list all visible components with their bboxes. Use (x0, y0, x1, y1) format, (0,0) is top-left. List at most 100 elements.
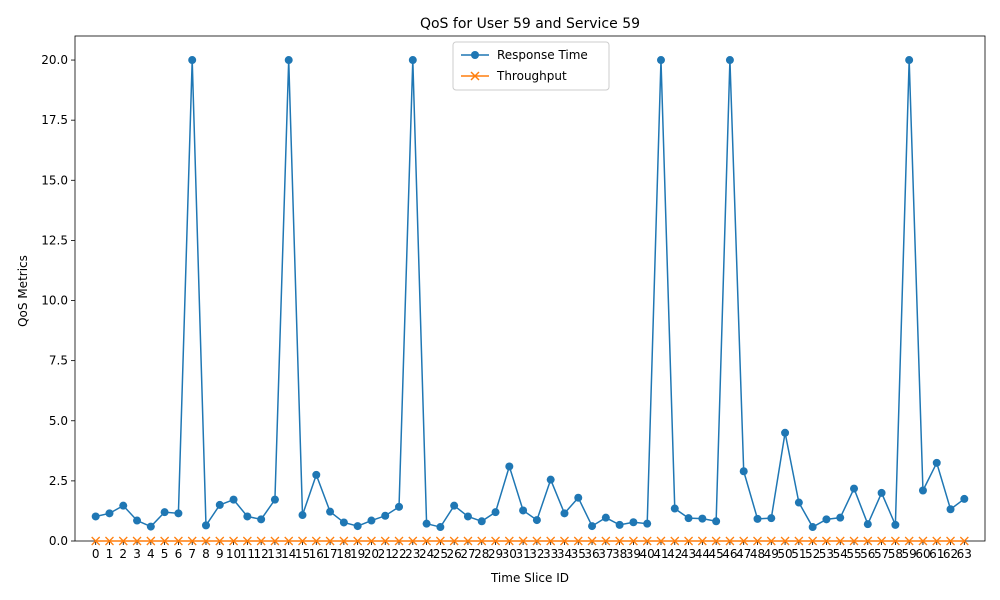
data-point-throughput (849, 536, 859, 546)
data-point-response-time (560, 509, 569, 518)
data-point-response-time (656, 56, 665, 65)
data-point-response-time (284, 56, 293, 65)
data-point-response-time (450, 501, 459, 510)
data-point-response-time (381, 511, 390, 520)
data-point-response-time (133, 516, 142, 525)
data-point-response-time (670, 504, 679, 513)
data-point-response-time (643, 519, 652, 528)
x-tick-label: 10 (226, 547, 241, 561)
data-point-throughput (697, 536, 707, 546)
data-point-throughput (270, 536, 280, 546)
x-tick-label: 58 (888, 547, 903, 561)
x-tick-label: 0 (92, 547, 100, 561)
x-axis-label: Time Slice ID (490, 571, 569, 585)
data-point-response-time (201, 521, 210, 530)
data-point-response-time (160, 508, 169, 517)
data-point-response-time (739, 467, 748, 476)
x-tick-label: 1 (106, 547, 114, 561)
x-tick-label: 34 (557, 547, 572, 561)
x-tick-label: 45 (708, 547, 723, 561)
data-point-throughput (311, 536, 321, 546)
x-tick-label: 31 (515, 547, 530, 561)
data-point-response-time (905, 56, 914, 65)
data-point-response-time (408, 56, 417, 65)
legend-throughput-marker (470, 71, 480, 81)
y-tick-label: 17.5 (41, 113, 68, 127)
data-point-response-time (588, 522, 597, 531)
x-tick-label: 30 (502, 547, 517, 561)
data-point-throughput (477, 536, 487, 546)
data-point-throughput (932, 536, 942, 546)
data-point-response-time (174, 509, 183, 518)
data-point-throughput (821, 536, 831, 546)
x-tick-label: 15 (295, 547, 310, 561)
x-tick-label: 25 (433, 547, 448, 561)
data-point-response-time (353, 522, 362, 531)
data-point-throughput (132, 536, 142, 546)
data-point-throughput (766, 536, 776, 546)
data-point-throughput (366, 536, 376, 546)
data-point-throughput (380, 536, 390, 546)
data-point-throughput (546, 536, 556, 546)
data-point-response-time (767, 514, 776, 523)
data-point-response-time (436, 523, 445, 532)
x-tick-label: 49 (764, 547, 779, 561)
data-point-response-time (601, 513, 610, 522)
x-tick-label: 9 (216, 547, 224, 561)
data-point-throughput (394, 536, 404, 546)
data-point-throughput (670, 536, 680, 546)
data-point-throughput (504, 536, 514, 546)
data-point-throughput (573, 536, 583, 546)
data-point-response-time (960, 494, 969, 503)
x-tick-label: 7 (188, 547, 196, 561)
legend-response-time-label: Response Time (497, 48, 588, 62)
data-point-response-time (781, 428, 790, 437)
x-tick-label: 32 (529, 547, 544, 561)
series-line-response-time (95, 60, 965, 529)
x-tick-label: 17 (322, 547, 337, 561)
data-point-response-time (615, 520, 624, 529)
data-point-throughput (587, 536, 597, 546)
data-point-throughput (256, 536, 266, 546)
y-tick-label: 12.5 (41, 233, 68, 247)
data-point-response-time (946, 505, 955, 514)
x-tick-label: 2 (119, 547, 127, 561)
data-point-response-time (808, 523, 817, 532)
x-tick-label: 26 (447, 547, 462, 561)
data-point-throughput (808, 536, 818, 546)
data-point-throughput (711, 536, 721, 546)
data-point-throughput (187, 536, 197, 546)
data-point-throughput (105, 536, 114, 546)
legend-response-time-marker (471, 51, 479, 59)
data-point-response-time (574, 493, 583, 502)
data-point-response-time (629, 518, 638, 527)
data-point-throughput (780, 536, 790, 546)
x-tick-label: 23 (405, 547, 420, 561)
data-point-throughput (146, 536, 156, 546)
data-point-throughput (435, 536, 445, 546)
data-point-response-time (257, 515, 266, 524)
data-point-throughput (835, 536, 845, 546)
x-tick-label: 51 (791, 547, 806, 561)
x-tick-label: 21 (378, 547, 393, 561)
y-tick-label: 15.0 (41, 173, 68, 187)
data-point-throughput (642, 536, 652, 546)
data-point-response-time (105, 509, 114, 518)
x-tick-label: 35 (571, 547, 586, 561)
data-point-throughput (160, 536, 170, 546)
data-point-throughput (890, 536, 900, 546)
data-point-response-time (91, 512, 100, 521)
data-point-response-time (188, 56, 197, 65)
x-tick-label: 44 (695, 547, 710, 561)
y-tick-label: 10.0 (41, 294, 68, 308)
x-tick-label: 63 (957, 547, 972, 561)
data-point-throughput (946, 536, 955, 546)
data-point-response-time (725, 56, 734, 65)
data-point-throughput (863, 536, 873, 546)
x-tick-label: 36 (584, 547, 599, 561)
data-point-throughput (463, 536, 473, 546)
y-tick-label: 0.0 (49, 534, 68, 548)
data-point-throughput (298, 536, 307, 546)
data-point-response-time (505, 462, 514, 471)
x-tick-label: 60 (915, 547, 930, 561)
